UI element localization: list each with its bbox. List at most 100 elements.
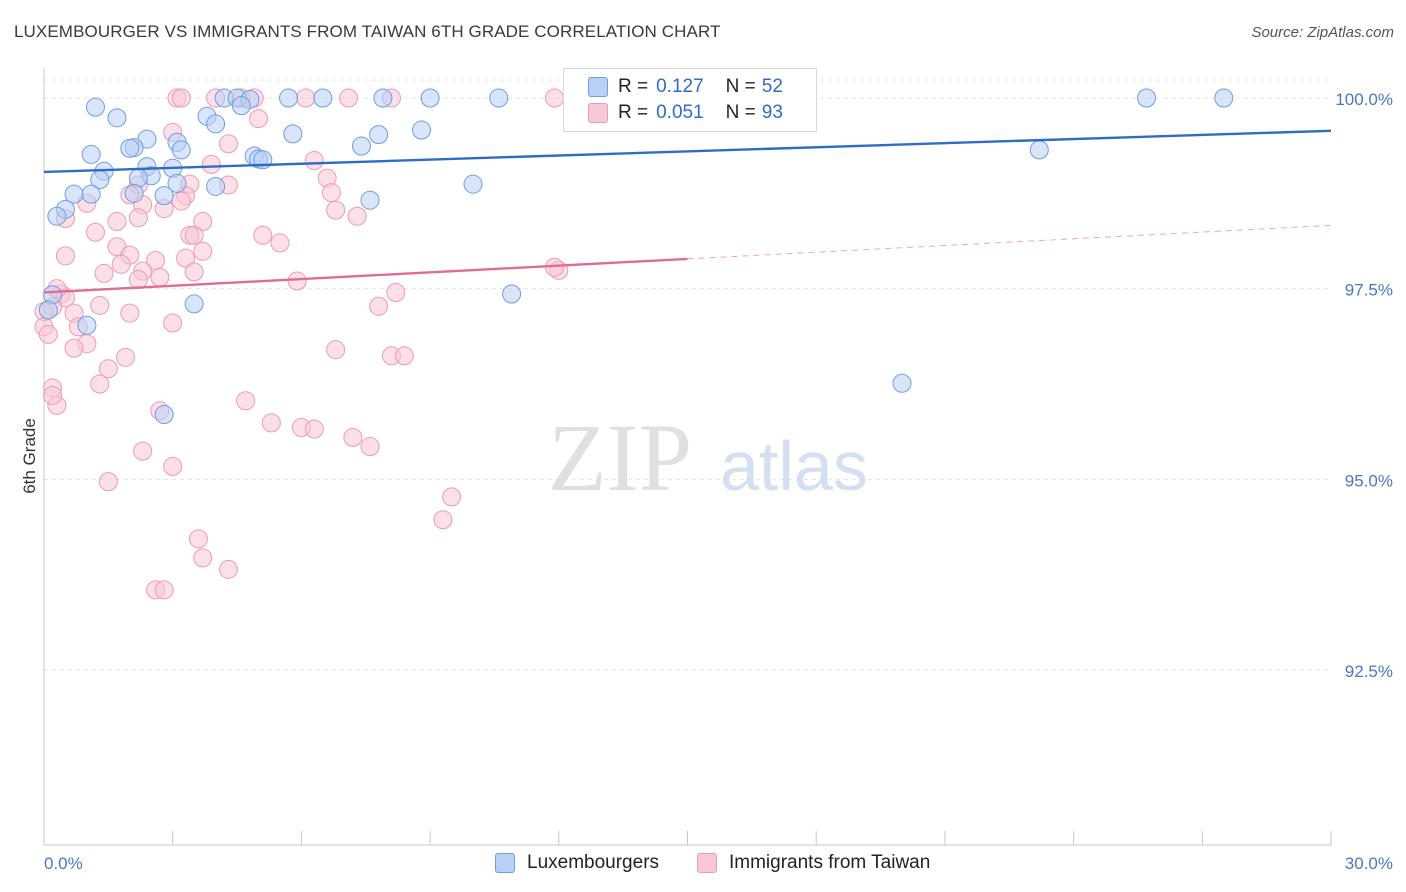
data-point[interactable] — [261, 413, 281, 433]
legend-item-luxembourgers[interactable]: Luxembourgers — [495, 852, 659, 874]
legend-label-luxembourgers: Luxembourgers — [527, 852, 660, 873]
legend-swatch-pink — [588, 103, 608, 123]
data-point[interactable] — [279, 88, 299, 108]
data-point[interactable] — [270, 233, 290, 253]
data-point[interactable] — [1214, 88, 1234, 108]
data-point[interactable] — [1029, 140, 1049, 160]
data-point[interactable] — [892, 373, 912, 393]
data-point[interactable] — [163, 456, 183, 476]
data-point[interactable] — [154, 405, 174, 425]
data-point[interactable] — [150, 267, 170, 287]
data-point[interactable] — [133, 441, 153, 461]
data-point[interactable] — [283, 124, 303, 144]
grid-lines — [44, 79, 1331, 671]
data-point[interactable] — [43, 385, 63, 405]
data-point[interactable] — [321, 183, 341, 203]
data-point[interactable] — [176, 248, 196, 268]
data-point[interactable] — [154, 580, 174, 600]
data-point[interactable] — [218, 559, 238, 579]
data-point[interactable] — [81, 184, 101, 204]
data-point[interactable] — [193, 241, 213, 261]
data-point[interactable] — [163, 313, 183, 333]
data-point[interactable] — [81, 144, 101, 164]
data-point[interactable] — [287, 271, 307, 291]
data-point[interactable] — [193, 548, 213, 568]
data-point[interactable] — [489, 88, 509, 108]
data-point[interactable] — [120, 138, 140, 158]
data-point[interactable] — [77, 315, 97, 335]
data-point[interactable] — [85, 97, 105, 117]
data-point[interactable] — [94, 263, 114, 283]
data-point[interactable] — [171, 140, 191, 160]
data-point[interactable] — [343, 427, 363, 447]
data-point[interactable] — [231, 96, 251, 116]
data-point[interactable] — [38, 300, 58, 320]
data-point[interactable] — [55, 246, 75, 266]
data-point[interactable] — [111, 254, 131, 274]
data-point[interactable] — [326, 340, 346, 360]
data-point[interactable] — [236, 391, 256, 411]
data-point[interactable] — [386, 282, 406, 302]
legend-r-label: R = — [618, 102, 649, 123]
data-point[interactable] — [442, 487, 462, 507]
data-point[interactable] — [64, 338, 84, 358]
data-point[interactable] — [184, 294, 204, 314]
data-point[interactable] — [218, 134, 238, 154]
data-point[interactable] — [304, 419, 324, 439]
data-point[interactable] — [201, 154, 221, 174]
data-point[interactable] — [128, 208, 148, 228]
data-point[interactable] — [85, 222, 105, 242]
data-point[interactable] — [107, 108, 127, 128]
data-point[interactable] — [120, 303, 140, 323]
data-point[interactable] — [463, 174, 483, 194]
data-point[interactable] — [296, 88, 316, 108]
data-point[interactable] — [412, 120, 432, 140]
data-point[interactable] — [188, 529, 208, 549]
data-point[interactable] — [171, 88, 191, 108]
data-point[interactable] — [124, 183, 144, 203]
data-point[interactable] — [369, 125, 389, 145]
data-point[interactable] — [433, 510, 453, 530]
series-taiwan-points — [34, 88, 569, 600]
data-point[interactable] — [339, 88, 359, 108]
data-point[interactable] — [98, 472, 118, 492]
data-point[interactable] — [206, 176, 226, 196]
data-point[interactable] — [502, 284, 522, 304]
data-point[interactable] — [116, 347, 136, 367]
data-point[interactable] — [184, 225, 204, 245]
data-point[interactable] — [347, 206, 367, 226]
data-point[interactable] — [193, 212, 213, 232]
data-point[interactable] — [167, 173, 187, 193]
data-point[interactable] — [360, 190, 380, 210]
data-point[interactable] — [206, 114, 226, 134]
data-point[interactable] — [304, 151, 324, 171]
series-legend: Luxembourgers Immigrants from Taiwan — [0, 852, 1406, 878]
data-point[interactable] — [128, 270, 148, 290]
data-point[interactable] — [171, 191, 191, 211]
y-tick-label: 100.0% — [1335, 90, 1393, 109]
data-point[interactable] — [253, 225, 273, 245]
data-point[interactable] — [107, 212, 127, 232]
data-point[interactable] — [90, 295, 110, 315]
data-point[interactable] — [249, 109, 268, 129]
chart-title: LUXEMBOURGER VS IMMIGRANTS FROM TAIWAN 6… — [14, 22, 721, 41]
data-point[interactable] — [360, 437, 380, 457]
data-point[interactable] — [394, 346, 414, 366]
data-point[interactable] — [351, 136, 371, 156]
data-point[interactable] — [154, 186, 174, 206]
data-point[interactable] — [373, 88, 393, 108]
data-point[interactable] — [1137, 88, 1157, 108]
legend-item-taiwan[interactable]: Immigrants from Taiwan — [697, 852, 930, 874]
data-point[interactable] — [545, 88, 565, 108]
data-point[interactable] — [184, 262, 204, 282]
data-point[interactable] — [313, 88, 333, 108]
data-point[interactable] — [98, 359, 118, 379]
data-point[interactable] — [369, 296, 389, 316]
axis-labels: 100.0% 97.5% 95.0% 92.5% 0.0% 30.0% 6th Grade — [20, 90, 1393, 873]
data-point[interactable] — [326, 200, 346, 220]
data-point[interactable] — [38, 324, 58, 344]
data-point[interactable] — [420, 88, 440, 108]
legend-r-value: 0.051 — [656, 102, 704, 123]
data-point[interactable] — [47, 206, 67, 226]
data-point[interactable] — [90, 374, 110, 394]
